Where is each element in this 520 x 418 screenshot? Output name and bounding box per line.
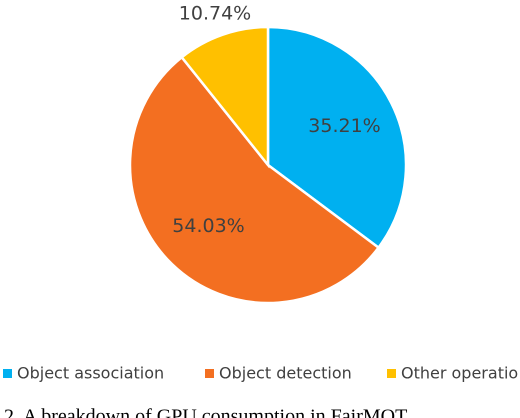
data-label: 35.21% xyxy=(308,115,380,137)
legend-label: Object association xyxy=(17,364,164,383)
caption: 2. A breakdown of GPU consumption in Fai… xyxy=(4,406,407,418)
legend-swatch xyxy=(387,369,396,378)
pie-slice xyxy=(266,25,408,250)
pie-slice xyxy=(128,55,381,305)
legend-swatch xyxy=(3,369,12,378)
legend-label: Other operatio xyxy=(401,364,518,383)
data-label: 10.74% xyxy=(179,2,251,24)
pie-slice xyxy=(180,25,270,169)
legend-swatch xyxy=(205,369,214,378)
legend-label: Object detection xyxy=(219,364,352,383)
data-label: 54.03% xyxy=(172,215,244,237)
